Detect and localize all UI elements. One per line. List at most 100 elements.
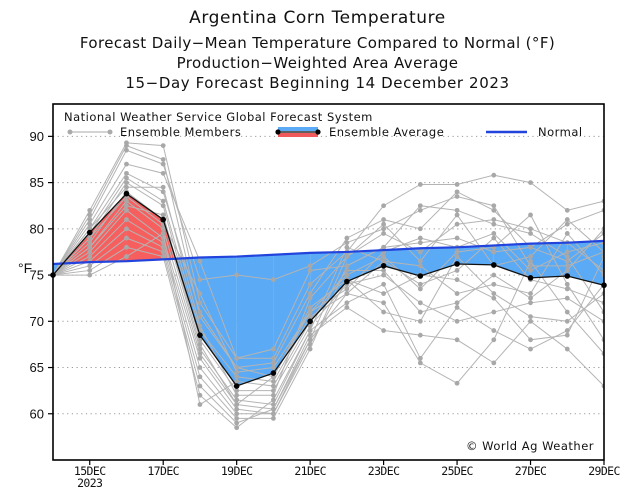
ensemble-member-point <box>454 221 460 227</box>
ensemble-member-point <box>307 295 313 301</box>
ensemble-member-point <box>454 268 460 273</box>
ensemble-member-point <box>197 365 203 370</box>
ensemble-member-point <box>528 295 533 301</box>
ensemble-member-point <box>344 305 350 310</box>
ensemble-member-17 <box>53 184 604 398</box>
ensemble-member-point <box>381 226 386 232</box>
ensemble-member-point <box>491 295 497 301</box>
ensemble-member-point <box>124 244 129 250</box>
ensemble-member-point <box>528 258 533 264</box>
legend-item-normal: Normal <box>486 125 582 139</box>
ensemble-member-line <box>53 218 604 415</box>
y-tick-label: 70 <box>30 314 44 329</box>
ensemble-member-point <box>564 286 570 292</box>
ensemble-member-point <box>160 212 166 218</box>
ensemble-member-point <box>87 249 93 255</box>
ensemble-average-point <box>270 370 277 376</box>
ensemble-member-point <box>124 198 129 204</box>
ensemble-member-point <box>307 314 313 320</box>
ensemble-member-point <box>160 143 166 149</box>
legend-swatch-average-blue <box>278 127 318 131</box>
ensemble-average-point <box>197 332 203 338</box>
ensemble-member-point <box>381 203 386 209</box>
ensemble-member-point <box>491 221 497 227</box>
legend-item-ensemble-average: Ensemble Average <box>275 125 444 139</box>
ensemble-member-point <box>417 207 423 213</box>
ensemble-member-point <box>454 235 460 241</box>
ensemble-member-point <box>271 411 276 417</box>
ensemble-member-point <box>307 346 313 352</box>
ensemble-member-point <box>160 244 166 250</box>
ensemble-member-line <box>53 163 604 359</box>
ensemble-member-point <box>344 300 350 306</box>
ensemble-member-point <box>528 318 533 324</box>
ensemble-member-point <box>491 309 497 315</box>
ensemble-member-line <box>53 237 604 429</box>
ensemble-member-point <box>271 365 276 370</box>
ensemble-member-point <box>197 374 203 380</box>
ensemble-member-line <box>53 149 604 281</box>
ensemble-member-point <box>528 226 533 232</box>
ensemble-member-point <box>307 263 313 269</box>
ensemble-member-point <box>528 212 533 218</box>
ensemble-member-point <box>417 355 423 361</box>
ensemble-member-point <box>417 281 423 287</box>
ensemble-member-point <box>271 360 276 366</box>
ensemble-member-point <box>528 268 533 273</box>
ensemble-member-point <box>197 314 203 320</box>
ensemble-member-point <box>124 175 129 181</box>
ensemble-member-point <box>197 277 203 283</box>
ensemble-member-point <box>491 337 497 343</box>
ensemble-member-point <box>564 221 570 227</box>
ensemble-member-point <box>87 235 93 241</box>
ensemble-member-point <box>124 147 129 153</box>
cool-anomaly-fill <box>236 254 274 387</box>
ensemble-member-point <box>124 161 129 167</box>
ensemble-member-point <box>197 300 203 306</box>
ensemble-member-point <box>381 258 386 264</box>
ensemble-member-point <box>381 291 386 296</box>
ensemble-member-point <box>344 263 350 269</box>
ensemble-member-line <box>53 228 604 419</box>
ensemble-member-point <box>271 406 276 412</box>
ensemble-member-point <box>381 309 386 315</box>
legend-swatch-average-dot <box>315 129 321 135</box>
ensemble-member-point <box>234 379 240 384</box>
x-tick-label: 25DEC <box>441 464 473 478</box>
y-tick-label: 75 <box>30 268 44 283</box>
ensemble-member-point <box>234 355 240 361</box>
cool-anomaly-fill <box>383 248 421 276</box>
ensemble-average-point <box>344 278 350 285</box>
ensemble-member-point <box>454 305 460 310</box>
legend-swatch-members-dot <box>67 129 73 135</box>
copyright-annotation: © World Ag Weather <box>466 439 594 453</box>
ensemble-member-point <box>417 263 423 269</box>
ensemble-member-point <box>87 268 93 273</box>
ensemble-member-point <box>454 300 460 306</box>
ensemble-member-14 <box>53 235 604 431</box>
ensemble-member-point <box>344 286 350 292</box>
ensemble-member-point <box>417 240 423 246</box>
ensemble-member-point <box>417 286 423 292</box>
legend: National Weather Service Global Forecast… <box>64 110 582 139</box>
ensemble-member-point <box>564 309 570 315</box>
ensemble-member-point <box>381 217 386 222</box>
ensemble-member-point <box>528 291 533 296</box>
chart-title: Argentina Corn Temperature <box>189 8 446 28</box>
ensemble-member-point <box>528 346 533 352</box>
ensemble-member-point <box>491 235 497 241</box>
x-tick-label: 21DEC <box>294 464 326 478</box>
ensemble-member-point <box>564 318 570 324</box>
ensemble-member-point <box>197 355 203 361</box>
ensemble-member-point <box>160 184 166 190</box>
x-tick-label: 23DEC <box>368 464 400 478</box>
ensemble-member-point <box>197 323 203 329</box>
ensemble-member-point <box>234 406 240 412</box>
ensemble-member-point <box>344 244 350 250</box>
ensemble-member-line <box>53 186 604 396</box>
ensemble-member-point <box>528 180 533 185</box>
x-tick-label: 29DEC <box>588 464 620 478</box>
ensemble-member-point <box>491 231 497 236</box>
legend-item-ensemble-members: Ensemble Members <box>67 125 241 139</box>
